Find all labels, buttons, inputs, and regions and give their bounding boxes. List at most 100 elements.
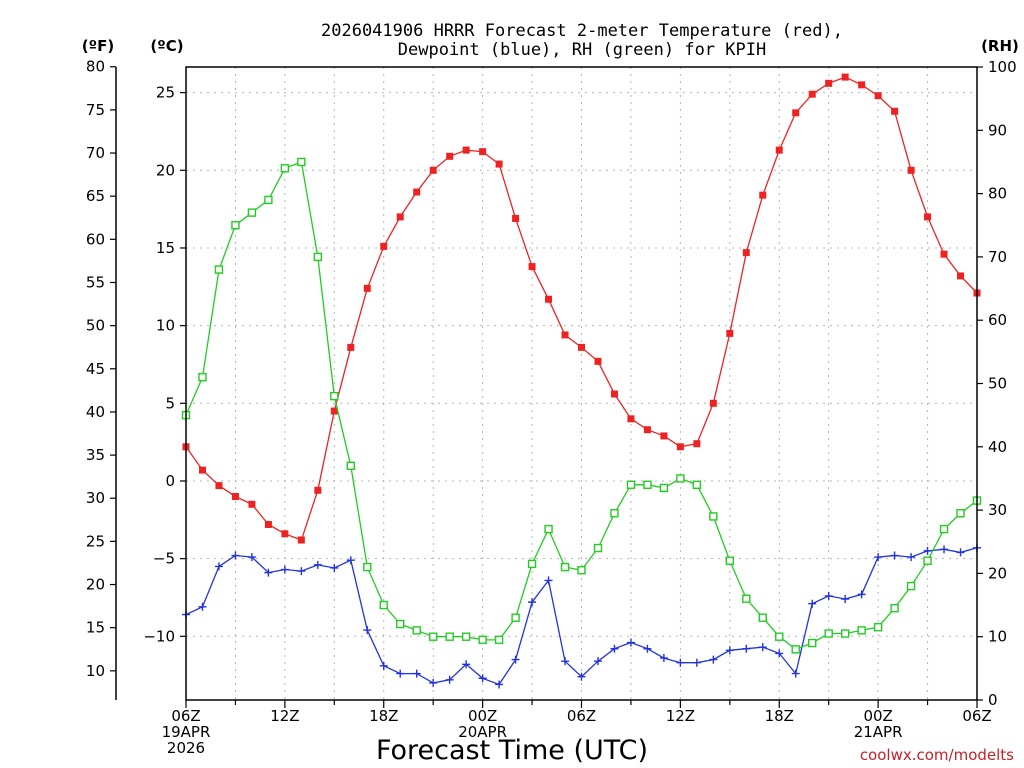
fahrenheit-axis-label: (ºF) xyxy=(82,37,114,55)
fahrenheit-tick-label: 25 xyxy=(86,532,105,550)
2-meter-temperature-point xyxy=(792,109,800,117)
dewpoint-point xyxy=(758,643,767,652)
rh-tick-label: 90 xyxy=(988,121,1007,139)
rh-point xyxy=(346,461,355,470)
dewpoint-point xyxy=(561,657,570,666)
x-axis-title: Forecast Time (UTC) xyxy=(376,735,648,766)
fahrenheit-tick-label: 40 xyxy=(86,403,105,421)
rh-tick-label: 80 xyxy=(988,185,1007,203)
rh-point xyxy=(478,635,487,645)
dewpoint-series xyxy=(182,543,981,689)
rh-point xyxy=(742,594,751,603)
dewpoint-point xyxy=(396,669,405,678)
2-meter-temperature-point xyxy=(907,166,915,174)
axes xyxy=(110,66,983,708)
2-meter-temperature-point xyxy=(429,166,437,174)
2-meter-temperature-point xyxy=(462,146,470,154)
rh-point xyxy=(330,391,339,401)
rh-point xyxy=(396,619,405,629)
dewpoint-point xyxy=(429,678,438,687)
2-meter-temperature-point xyxy=(495,160,503,168)
2-meter-temperature-point xyxy=(231,493,239,501)
x-tick-label: 06Z xyxy=(962,707,991,725)
dewpoint-point xyxy=(445,675,454,684)
rh-point xyxy=(544,524,553,534)
x-tick-label: 21APR xyxy=(854,723,903,741)
rh-point xyxy=(527,559,537,569)
dewpoint-point xyxy=(544,576,553,585)
2-meter-temperature-point xyxy=(396,213,404,221)
dewpoint-point xyxy=(841,595,850,604)
dewpoint-point xyxy=(363,626,372,635)
dewpoint-point xyxy=(874,553,883,562)
2-meter-temperature-point xyxy=(610,390,618,398)
celsius-tick-label: 25 xyxy=(156,84,175,102)
fahrenheit-tick-label: 50 xyxy=(86,317,105,335)
dewpoint-point xyxy=(643,644,652,653)
rh-point xyxy=(956,509,965,518)
2-meter-temperature-point xyxy=(759,191,767,199)
fahrenheit-tick-label: 45 xyxy=(86,360,105,378)
2-meter-temperature-point xyxy=(940,250,948,258)
rh-point xyxy=(264,195,273,205)
2-meter-temperature-point xyxy=(660,432,668,440)
2-meter-temperature-point xyxy=(841,73,849,81)
dewpoint-point xyxy=(593,657,602,666)
chart-title-line1: 2026041906 HRRR Forecast 2-meter Tempera… xyxy=(321,21,843,41)
2-meter-temperature-point xyxy=(479,148,487,156)
rh-point xyxy=(297,157,306,167)
fahrenheit-tick-label: 80 xyxy=(86,58,105,76)
2-meter-temperature-point xyxy=(825,79,833,87)
plot-frame xyxy=(185,66,978,701)
rh-point xyxy=(643,480,652,489)
2-meter-temperature-point xyxy=(957,272,965,280)
2-meter-temperature-point xyxy=(891,107,899,115)
2-meter-temperature-point xyxy=(363,284,371,292)
fahrenheit-tick-label: 75 xyxy=(86,101,105,119)
2-meter-temperature-point xyxy=(248,500,256,508)
celsius-tick-label: 15 xyxy=(156,239,175,257)
2-meter-temperature-point xyxy=(413,188,421,196)
rh-point xyxy=(313,252,323,262)
dewpoint-point xyxy=(956,548,965,557)
rh-point xyxy=(758,613,767,622)
dewpoint-point xyxy=(297,567,306,576)
dewpoint-point xyxy=(808,599,817,608)
dewpoint-point xyxy=(330,563,339,572)
2-meter-temperature-point xyxy=(264,520,272,528)
rh-axis-label: (RH) xyxy=(981,37,1019,55)
2-meter-temperature-point xyxy=(874,92,882,100)
celsius-tick-label: 20 xyxy=(156,161,175,179)
2-meter-temperature-point xyxy=(924,213,932,221)
celsius-tick-label: −5 xyxy=(153,550,175,568)
credit-text: coolwx.com/modelts xyxy=(860,746,1014,764)
dewpoint-point xyxy=(824,591,833,600)
rh-point xyxy=(659,483,669,493)
rh-point xyxy=(577,566,586,575)
rh-point xyxy=(906,581,916,591)
2-meter-temperature-point xyxy=(281,530,289,538)
dewpoint-point xyxy=(280,565,289,574)
x-tick-label: 12Z xyxy=(666,707,695,725)
chart-title-line2: Dewpoint (blue), RH (green) for KPIH xyxy=(398,40,766,60)
rh-point xyxy=(709,512,718,521)
rh-point xyxy=(775,632,784,641)
fahrenheit-tick-label: 30 xyxy=(86,489,105,507)
x-tick-label: 18Z xyxy=(765,707,794,725)
dewpoint-point xyxy=(676,658,685,667)
rh-point xyxy=(610,509,619,518)
x-tick-label: 12Z xyxy=(270,707,299,725)
x-tick-label: 06Z xyxy=(567,707,596,725)
celsius-axis-label: (ºC) xyxy=(150,37,183,55)
dewpoint-point xyxy=(857,590,866,599)
fahrenheit-tick-label: 60 xyxy=(86,230,105,248)
2-meter-temperature-point xyxy=(676,443,684,451)
rh-point xyxy=(692,480,702,489)
rh-point xyxy=(280,164,290,173)
dewpoint-point xyxy=(791,669,800,678)
fahrenheit-tick-label: 15 xyxy=(86,619,105,637)
2-meter-temperature-point xyxy=(858,81,866,89)
dewpoint-point xyxy=(495,680,504,689)
2-meter-temperature-point xyxy=(775,146,783,154)
